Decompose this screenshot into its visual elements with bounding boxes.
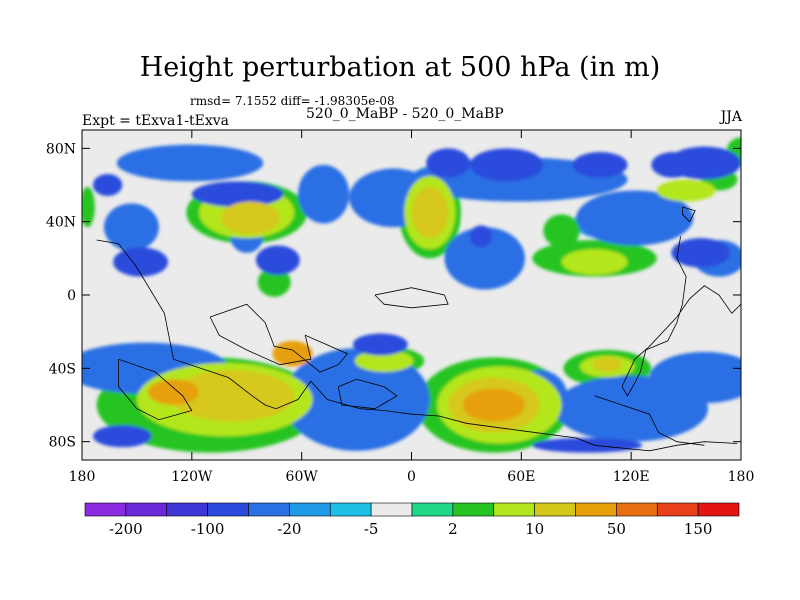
colorbar-label: 150: [684, 520, 713, 538]
contour-blob: [462, 388, 525, 422]
y-tick-label: 0: [67, 288, 76, 304]
x-tick-label: 120E: [613, 469, 650, 485]
contour-blob: [92, 425, 152, 448]
contour-blob: [532, 438, 643, 453]
season-label: JJA: [720, 109, 742, 125]
colorbar-swatch: [370, 502, 413, 517]
colorbar-swatch: [125, 502, 168, 517]
coastline: [374, 287, 449, 309]
contour-blob: [221, 201, 280, 235]
contour-blob: [283, 348, 430, 451]
colorbar-label: -100: [191, 520, 225, 538]
y-tick-label: 80N: [46, 141, 76, 157]
x-tick-label: 120W: [171, 469, 213, 485]
contour-blob: [92, 174, 123, 196]
colorbar-label: -5: [364, 520, 379, 538]
colorbar-swatch: [697, 502, 740, 517]
x-tick-label: 180: [69, 469, 96, 485]
colorbar-label: 10: [525, 520, 544, 538]
contour-blob: [444, 227, 525, 290]
coastline: [209, 303, 349, 373]
experiment-label: Expt = tExva1-tExva: [82, 113, 229, 129]
contour-blob: [103, 203, 159, 252]
colorbar-swatch: [656, 502, 699, 517]
coastline: [118, 358, 193, 421]
rmsd-stats: rmsd= 7.1552 diff= -1.98305e-08: [190, 94, 395, 108]
coastline: [621, 236, 741, 397]
contour-blob: [426, 148, 471, 178]
colorbar-label: -20: [277, 520, 301, 538]
colorbar-swatch: [534, 502, 576, 517]
y-tick-label: 40N: [46, 215, 76, 231]
contour-blob: [298, 164, 350, 224]
contour-field: [82, 130, 741, 460]
y-tick-label: 40S: [49, 361, 76, 377]
colorbar-swatch: [166, 502, 208, 517]
contour-blob: [257, 267, 291, 297]
contour-blob: [470, 225, 493, 248]
chart-title: Height perturbation at 500 hPa (in m): [139, 52, 661, 83]
x-tick-label: 180: [728, 469, 755, 485]
contour-blob: [191, 181, 284, 208]
contour-blob: [113, 247, 169, 277]
contour-blob: [554, 375, 709, 442]
x-tick-label: 60W: [286, 469, 319, 485]
contour-blob: [543, 214, 580, 248]
colorbar-swatch: [411, 502, 454, 517]
contour-blob: [255, 245, 300, 275]
colorbar-swatch: [207, 502, 249, 517]
contour-blob: [82, 186, 95, 228]
contour-blob: [572, 152, 628, 178]
x-tick-label: 60E: [507, 469, 535, 485]
continent-outline: [96, 206, 741, 452]
colorbar-label: 50: [607, 520, 626, 538]
contour-blob: [354, 350, 414, 372]
colorbar-swatch: [575, 502, 617, 517]
contour-blob: [411, 186, 449, 239]
chart-subtitle: 520_0_MaBP - 520_0_MaBP: [306, 106, 504, 122]
contour-blob: [470, 148, 544, 182]
colorbar-label: -200: [109, 520, 143, 538]
colorbar-swatch: [248, 502, 290, 517]
colorbar: -200 -100 -20 -5 2 10 50 150: [84, 502, 740, 538]
contour-blob: [561, 249, 628, 275]
contour-blob: [352, 333, 408, 356]
colorbar-swatch: [329, 502, 372, 517]
contour-blob: [651, 152, 696, 178]
colorbar-swatch: [493, 502, 535, 517]
coastline: [594, 395, 705, 446]
colorbar-label: 2: [448, 520, 458, 538]
colorbar-swatch: [452, 502, 495, 517]
contour-blob: [656, 179, 716, 202]
colorbar-swatch: [289, 502, 331, 517]
contour-blob: [147, 379, 200, 405]
contour-blob: [576, 190, 694, 246]
contour-blob: [116, 144, 264, 182]
contour-blob: [272, 340, 313, 367]
contour-blob: [671, 238, 731, 268]
x-tick-label: 0: [407, 469, 416, 485]
coastline: [337, 378, 398, 410]
contour-blob: [592, 357, 623, 372]
axes: 180 120W 60W 0 60E 120E 180 80N 40N 0 40S 80S: [46, 130, 754, 485]
colorbar-swatch: [616, 502, 658, 517]
y-tick-label: 80S: [49, 435, 76, 451]
colorbar-swatch: [84, 502, 127, 517]
coastline: [682, 206, 696, 223]
coastline: [96, 239, 738, 452]
contour-blob: [169, 370, 295, 422]
